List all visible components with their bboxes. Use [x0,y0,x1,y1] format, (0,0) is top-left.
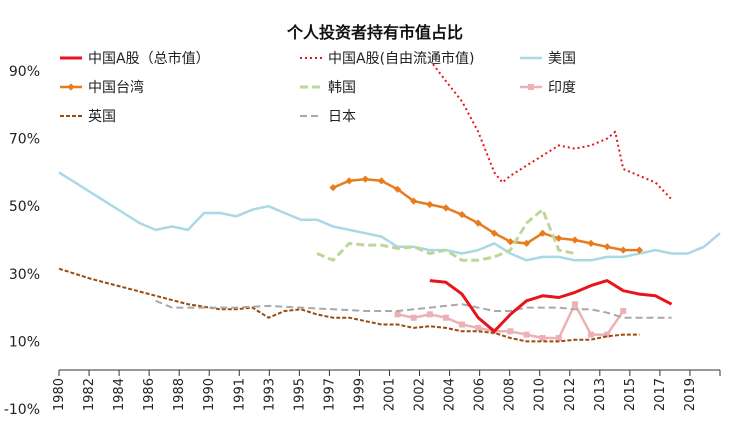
series-line [316,208,576,262]
data-point [475,324,482,331]
legend-label: 中国台湾 [88,79,144,96]
data-point [603,243,611,251]
data-point [361,175,369,183]
data-point [410,314,417,321]
data-point [458,211,466,219]
data-point [522,239,531,247]
series-line [58,171,721,262]
data-point [555,335,562,342]
y-tick-label: 90% [9,64,40,80]
data-point [635,246,643,254]
legend-marker [528,84,534,90]
x-axis-ticks: 1980 1982 1984 1986 1988 1990 1991 1993 1995 1997… [52,370,721,411]
data-point [410,197,418,205]
x-tick-label: 1986 [142,378,157,411]
x-tick-label: 1984 [112,378,127,411]
legend-label: 中国A股（总市值） [88,50,210,67]
data-point [539,229,547,237]
y-tick-label: 50% [9,199,40,215]
x-tick-label: 2017 [653,378,668,411]
legend-label: 英国 [88,108,116,125]
x-tick-label: 1995 [292,378,307,411]
series-line [155,299,672,319]
data-point [459,321,466,328]
data-point [555,234,563,242]
data-point [619,246,627,254]
x-tick-label: 2013 [593,378,608,411]
x-tick-label: 2001 [383,378,398,411]
plot-area [58,63,721,343]
data-point [394,311,401,318]
x-tick-label: 2019 [683,378,698,411]
data-point [426,311,433,318]
x-tick-label: 1982 [82,378,97,411]
data-point [377,177,386,185]
y-tick-label: 70% [9,132,40,148]
data-point [507,328,514,335]
x-tick-label: 1993 [262,378,277,411]
x-tick-label: 1990 [202,378,217,411]
data-point [442,204,450,212]
data-point [604,331,611,338]
series-line [432,63,673,201]
data-point [571,236,579,244]
data-point [506,238,515,246]
x-tick-label: 1980 [52,378,67,411]
x-tick-label: 2006 [473,378,488,411]
series-line [332,177,640,252]
data-point [329,184,337,192]
x-tick-label: 2010 [533,378,548,411]
legend-label: 中国A股(自由流通市值) [328,50,475,67]
x-tick-label: 1997 [322,378,337,411]
x-tick-label: 2002 [413,378,428,411]
x-tick-label: 2012 [563,378,578,411]
y-tick-label: -10% [4,402,40,418]
legend-label: 日本 [328,109,356,125]
data-point [474,219,482,227]
x-tick-label: 2004 [443,378,458,411]
legend-label: 美国 [548,51,576,67]
data-point [539,335,546,342]
data-point [588,331,595,338]
data-point [393,185,402,193]
data-point [620,307,627,314]
data-point [490,229,498,237]
data-point [345,177,353,185]
legend-label: 印度 [548,80,576,96]
series-line [429,279,673,333]
data-point [587,239,595,247]
series-line [58,267,640,343]
y-tick-label: 10% [9,334,40,350]
data-point [426,200,434,209]
x-tick-label: 1991 [232,378,247,411]
data-point [571,301,578,308]
x-tick-label: 1988 [172,378,187,411]
y-axis-tick-labels: 90% 70% 50% 30% 10% -10% [4,64,40,418]
x-tick-label: 2015 [623,378,638,411]
data-point [442,314,449,321]
x-tick-label: 1999 [352,378,367,411]
y-tick-label: 30% [9,267,40,283]
legend-marker [67,83,75,91]
legend-label: 韩国 [328,80,356,96]
chart-title: 个人投资者持有市值占比 [286,23,463,42]
x-tick-label: 2008 [503,378,518,411]
data-point [523,331,530,338]
